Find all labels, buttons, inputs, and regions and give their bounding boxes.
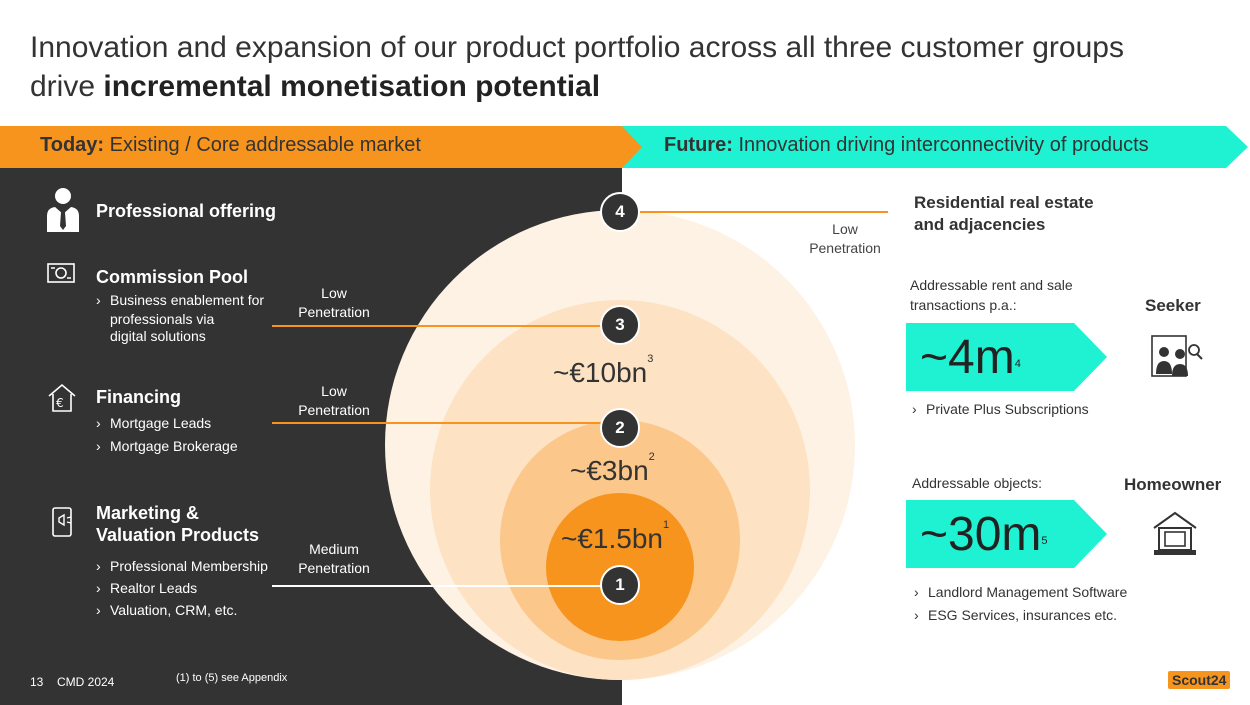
businessman-icon <box>44 186 82 237</box>
title-line-2: drive incremental monetisation potential <box>30 67 1230 106</box>
commission-title: Commission Pool <box>96 267 249 287</box>
residential-penetration: Low Penetration <box>800 220 890 258</box>
homeowner-bullet-1-text: Landlord Management Software <box>928 584 1128 600</box>
circle-1-label: ~€1.5bn1 <box>561 519 669 555</box>
future-banner-shape <box>622 126 1248 168</box>
house-euro-icon: € <box>46 383 78 418</box>
circle-1-value: ~€1.5bn <box>561 523 663 554</box>
seeker-role: Seeker <box>1145 296 1201 315</box>
title-prefix: drive <box>30 70 104 103</box>
circle-2-footnote: 2 <box>648 451 655 463</box>
event-label: CMD 2024 <box>57 675 115 689</box>
future-label: Future: <box>664 134 733 156</box>
financing-penetration-label: Penetration <box>298 402 370 418</box>
residential-penetration-label: Penetration <box>809 240 881 256</box>
circle-3-footnote: 3 <box>647 353 654 365</box>
seeker-value: ~4m4 <box>920 328 1021 388</box>
marketing-bullet-1-text: Professional Membership <box>110 558 268 574</box>
title-line-1: Innovation and expansion of our product … <box>30 31 1124 64</box>
commission-bullet-line-1: Business enablement for <box>110 292 265 308</box>
marketing-bullet-2-text: Realtor Leads <box>110 580 198 596</box>
homeowner-bullet-1: › Landlord Management Software <box>914 584 1128 600</box>
homeowner-value: ~30m5 <box>920 505 1048 565</box>
circle-3-value: ~€10bn <box>553 357 648 388</box>
badge-4: 4 <box>600 192 640 232</box>
commission-penetration-level: Low <box>321 285 347 301</box>
seeker-value-arrow <box>906 323 1107 391</box>
marketing-bullet-2: › Realtor Leads <box>96 580 198 596</box>
residential-penetration-level: Low <box>832 221 858 237</box>
future-text: Innovation driving interconnectivity of … <box>732 134 1149 156</box>
commission-bullet: › Business enablement for <box>96 292 265 308</box>
marketing-penetration: Medium Penetration <box>289 540 379 578</box>
financing-title: Financing <box>96 387 181 407</box>
slide-title: Innovation and expansion of our product … <box>30 28 1230 106</box>
scout24-logo: Scout24 <box>1168 671 1231 689</box>
seeker-caption-line-2: transactions p.a.: <box>910 297 1017 313</box>
seeker-bullet: › Private Plus Subscriptions <box>912 401 1089 417</box>
today-banner-shape <box>0 126 648 168</box>
commission-bullet-cont-1: professionals via <box>110 311 215 327</box>
homeowner-bullet-2-text: ESG Services, insurances etc. <box>928 607 1118 623</box>
badge-3: 3 <box>600 305 640 345</box>
page-number: 13 <box>30 675 44 689</box>
financing-bullet-1-text: Mortgage Leads <box>110 415 212 431</box>
marketing-bullet-1: › Professional Membership <box>96 558 268 574</box>
money-icon <box>46 262 78 293</box>
homeowner-role: Homeowner <box>1124 475 1222 494</box>
homeowner-value-footnote: 5 <box>1041 535 1048 547</box>
badge-2: 2 <box>600 408 640 448</box>
title-bold: incremental monetisation potential <box>103 70 601 103</box>
homeowner-value-arrow <box>906 500 1107 568</box>
marketing-title-line-1: Marketing & <box>96 503 200 523</box>
residential-title-line-1: Residential real estate <box>914 193 1094 212</box>
homeowner-bullet-2: › ESG Services, insurances etc. <box>914 607 1118 623</box>
financing-bullet-2: › Mortgage Brokerage <box>96 438 238 454</box>
circle-2-label: ~€3bn2 <box>570 451 655 487</box>
svg-text:€: € <box>56 396 64 410</box>
seeker-value-number: ~4m <box>920 331 1015 384</box>
seeker-value-footnote: 4 <box>1014 358 1021 370</box>
professional-title: Professional offering <box>96 201 277 221</box>
commission-penetration-label: Penetration <box>298 304 370 320</box>
financing-bullet-1: › Mortgage Leads <box>96 415 212 431</box>
commission-penetration: Low Penetration <box>289 284 379 322</box>
badge-1: 1 <box>600 565 640 605</box>
homeowner-icon <box>1150 510 1200 563</box>
financing-bullet-2-text: Mortgage Brokerage <box>110 438 238 454</box>
today-banner: Today: Existing / Core addressable marke… <box>40 134 421 157</box>
today-label: Today: <box>40 134 105 156</box>
commission-bullet-cont-2: digital solutions <box>110 328 206 344</box>
marketing-penetration-label: Penetration <box>298 560 370 576</box>
seeker-bullet-text: Private Plus Subscriptions <box>926 401 1089 417</box>
circle-1-footnote: 1 <box>663 519 670 531</box>
seeker-caption: Addressable rent and sale transactions p.… <box>910 275 1073 315</box>
residential-title-line-2: and adjacencies <box>914 215 1046 234</box>
circle-3-label: ~€10bn3 <box>553 353 653 389</box>
financing-penetration-level: Low <box>321 383 347 399</box>
marketing-title-line-2: Valuation Products <box>96 525 260 545</box>
marketing-bullet-3: › Valuation, CRM, etc. <box>96 602 238 618</box>
megaphone-phone-icon <box>50 506 80 543</box>
future-banner: Future: Innovation driving interconnecti… <box>664 134 1149 157</box>
seeker-icon <box>1150 334 1206 385</box>
today-text: Existing / Core addressable market <box>104 134 421 156</box>
financing-penetration: Low Penetration <box>289 382 379 420</box>
residential-title: Residential real estate and adjacencies <box>914 192 1134 236</box>
circle-2-value: ~€3bn <box>570 455 649 486</box>
appendix-note: (1) to (5) see Appendix <box>176 672 288 684</box>
homeowner-value-number: ~30m <box>920 508 1042 561</box>
marketing-penetration-level: Medium <box>309 541 359 557</box>
seeker-caption-line-1: Addressable rent and sale <box>910 277 1073 293</box>
homeowner-caption: Addressable objects: <box>912 475 1042 491</box>
marketing-bullet-3-text: Valuation, CRM, etc. <box>110 602 238 618</box>
